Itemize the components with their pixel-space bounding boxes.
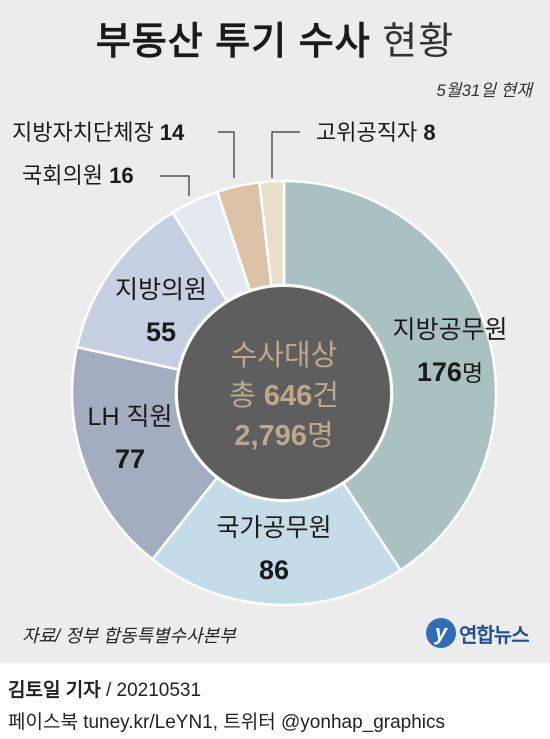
slice-label-name: 지방의원 [115, 276, 207, 304]
center-persons: 2,796명 [234, 420, 333, 452]
slice-label-outside: 고위공직자 8 [316, 120, 436, 145]
center-cases: 총 646건 [229, 380, 339, 412]
reporter-name: 김토일 기자 [8, 680, 101, 701]
slice-1 [150, 475, 403, 607]
slice-label-name: 국가공무원 [216, 514, 331, 542]
slice-label-value: 86 [259, 555, 289, 585]
slice-label-outside: 지방자치단체장 14 [12, 120, 185, 145]
leader-line [271, 131, 300, 178]
source-note: 자료/ 정부 합동특별수사본부 [22, 626, 236, 646]
reporter-credit: 김토일 기자 / 20210531 [8, 675, 201, 702]
leader-line [160, 175, 190, 196]
title-main: 부동산 투기 수사 [95, 21, 371, 63]
slice-label-value: 55 [146, 317, 176, 347]
slice-6 [258, 179, 286, 288]
donut-hole [178, 287, 390, 499]
slice-label-value: 77 [115, 444, 145, 474]
slice-2 [70, 345, 219, 562]
slice-label-name: 지방공무원 [392, 316, 507, 344]
yonhap-logo: y 연합뉴스 [426, 616, 530, 650]
slice-0 [282, 179, 498, 572]
slice-label-value: 176명 [417, 357, 483, 387]
chart-title: 부동산 투기 수사 현황 [0, 10, 550, 65]
social-links: 페이스북 tuney.kr/LeYN1, 트위터 @yonhap_graphic… [8, 712, 446, 733]
as-of-date: 5월31일 현재 [436, 81, 532, 100]
yonhap-logo-text: 연합뉴스 [459, 624, 530, 647]
slice-label-outside: 국회의원 16 [22, 163, 134, 188]
reporter-date: / 20210531 [100, 680, 202, 701]
leader-line [218, 131, 235, 178]
title-sub: 현황 [382, 21, 455, 63]
center-label: 수사대상 [231, 339, 338, 372]
slice-label-name: LH 직원 [88, 403, 173, 431]
yonhap-logo-icon: y [426, 618, 456, 648]
